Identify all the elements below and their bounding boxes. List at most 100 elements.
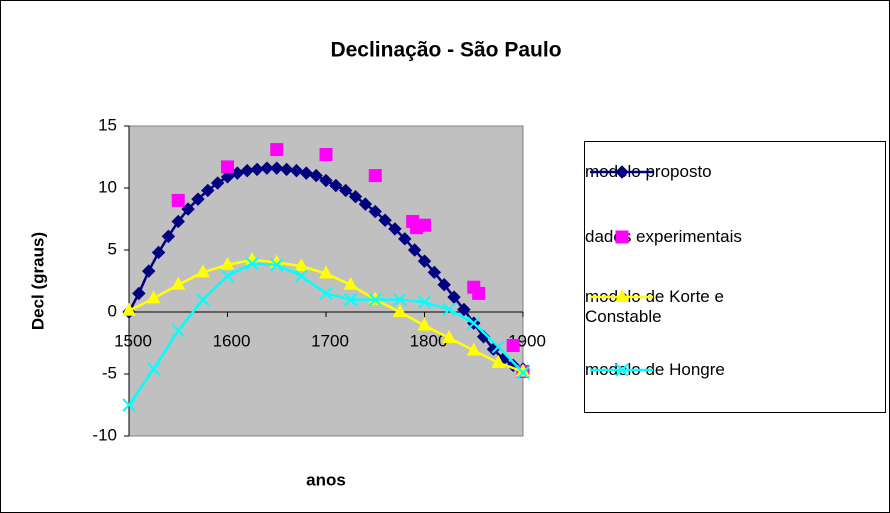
y-tick-label: 0 — [108, 301, 117, 320]
marker-square — [506, 338, 520, 352]
marker-x — [442, 302, 456, 317]
marker-x — [220, 269, 235, 283]
marker-triangle — [171, 276, 186, 290]
marker-square — [472, 286, 486, 300]
marker-diamond — [141, 264, 156, 278]
legend-entry: modelo de Korte e Constable — [585, 287, 805, 327]
marker-diamond — [378, 213, 392, 227]
marker-diamond — [151, 245, 166, 260]
marker-triangle — [319, 265, 333, 279]
marker-triangle — [417, 317, 432, 331]
marker-diamond — [447, 290, 461, 304]
marker-triangle — [392, 304, 407, 317]
marker-diamond — [220, 170, 235, 184]
y-tick-label: -10 — [92, 425, 117, 444]
marker-square — [418, 218, 431, 232]
marker-diamond — [171, 214, 185, 229]
marker-square — [368, 169, 382, 183]
marker-x — [491, 340, 506, 354]
legend-entry: modelo proposto — [585, 162, 805, 182]
marker-diamond — [279, 162, 294, 177]
legend-entry: dados experimentais — [585, 227, 805, 247]
legend-swatch — [590, 165, 653, 179]
marker-diamond — [457, 302, 471, 317]
marker-x — [319, 286, 333, 301]
marker-square — [319, 148, 333, 162]
marker-x — [467, 316, 481, 330]
y-tick-label: -5 — [102, 363, 117, 382]
marker-x — [615, 363, 629, 377]
x-axis-title: anos — [306, 470, 346, 489]
x-tick-label: 1800 — [410, 331, 448, 350]
marker-diamond — [132, 286, 146, 301]
marker-triangle — [491, 354, 506, 368]
marker-triangle — [220, 256, 235, 270]
marker-triangle — [516, 363, 530, 377]
x-tick-label: 1600 — [213, 331, 251, 350]
marker-triangle — [442, 330, 457, 344]
marker-square — [615, 230, 629, 244]
y-tick-label: 10 — [98, 177, 117, 196]
marker-x — [343, 292, 358, 307]
marker-diamond — [615, 165, 629, 179]
marker-diamond — [437, 278, 451, 292]
marker-x — [245, 256, 259, 271]
marker-triangle — [343, 276, 358, 290]
marker-triangle — [466, 342, 481, 356]
marker-diamond — [368, 204, 382, 219]
marker-diamond — [201, 183, 215, 198]
marker-diamond — [161, 229, 176, 244]
marker-square — [171, 193, 185, 207]
marker-triangle — [615, 289, 629, 302]
legend-swatch — [590, 289, 653, 302]
marker-square — [221, 160, 234, 174]
marker-diamond — [348, 189, 363, 204]
y-tick-label: 15 — [98, 115, 117, 134]
marker-triangle — [195, 264, 210, 278]
marker-x — [122, 398, 136, 412]
y-axis-title: Decl (graus) — [28, 232, 47, 330]
legend-entry: modelo de Hongre — [585, 360, 805, 380]
marker-square — [270, 143, 284, 157]
marker-triangle — [122, 302, 136, 316]
marker-diamond — [299, 166, 314, 180]
legend: modelo proposto dados experimentais modelo… — [584, 141, 886, 413]
marker-diamond — [388, 222, 402, 236]
marker-diamond — [338, 183, 353, 198]
marker-x — [417, 295, 432, 309]
marker-diamond — [417, 254, 432, 268]
marker-diamond — [191, 192, 205, 206]
marker-diamond — [398, 232, 412, 246]
marker-x — [270, 258, 284, 272]
marker-diamond — [260, 161, 274, 175]
marker-triangle — [294, 258, 309, 272]
marker-diamond — [289, 163, 304, 178]
marker-triangle — [245, 251, 260, 265]
marker-x — [368, 292, 382, 307]
marker-diamond — [358, 197, 373, 211]
marker-x — [516, 366, 530, 380]
legend-label: modelo de Hongre — [585, 360, 725, 379]
marker-diamond — [319, 173, 333, 188]
marker-x — [146, 362, 161, 376]
chart-title: Declinação - São Paulo — [330, 39, 561, 62]
marker-diamond — [181, 202, 195, 216]
x-tick-label: 1500 — [114, 331, 152, 350]
marker-x — [196, 292, 210, 307]
marker-diamond — [407, 243, 422, 257]
marker-diamond — [309, 168, 323, 183]
marker-diamond — [427, 265, 442, 280]
y-tick-label: 5 — [108, 239, 117, 258]
legend-swatch — [615, 230, 629, 244]
legend-swatch — [590, 363, 653, 377]
marker-diamond — [329, 178, 343, 193]
marker-x — [393, 292, 407, 307]
marker-triangle — [368, 291, 383, 305]
marker-triangle — [146, 290, 161, 304]
x-tick-label: 1700 — [311, 331, 349, 350]
marker-x — [171, 323, 185, 338]
marker-diamond — [210, 176, 225, 190]
marker-diamond — [270, 161, 284, 175]
